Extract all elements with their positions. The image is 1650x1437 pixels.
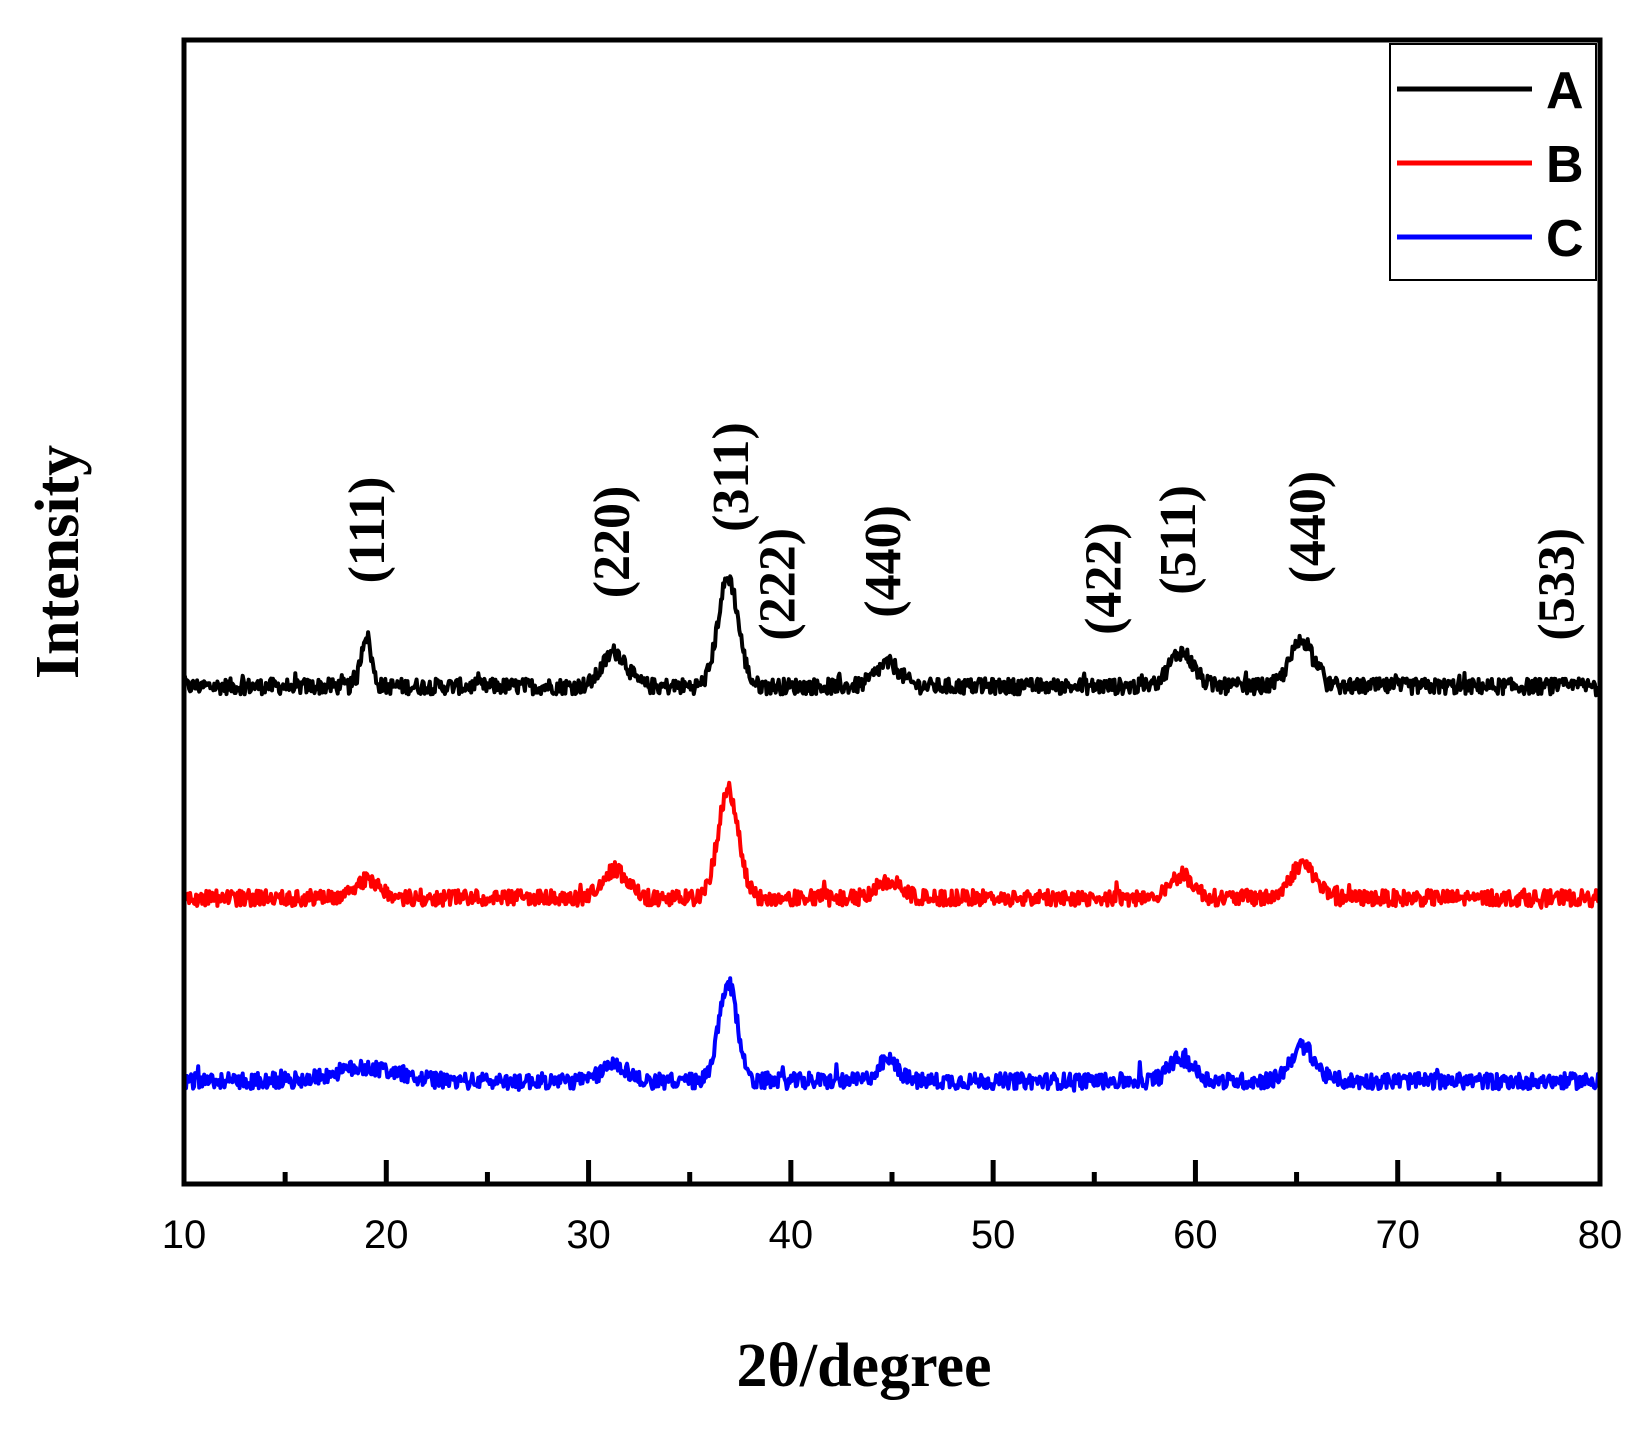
series-c-line (183, 976, 1602, 1093)
legend-label-b: B (1546, 136, 1584, 194)
x-tick-label: 70 (1375, 1213, 1420, 1257)
y-axis-title: Intensity (24, 445, 92, 679)
legend-label-c: C (1546, 210, 1584, 268)
peak-label: (222) (750, 528, 807, 641)
x-tick-label: 80 (1578, 1213, 1623, 1257)
x-tick-label: 20 (364, 1213, 409, 1257)
series-layer (182, 574, 1602, 1093)
peak-label: (511) (1150, 485, 1207, 595)
x-axis-title: 2θ/degree (736, 1332, 991, 1400)
legend-label-a: A (1546, 62, 1584, 120)
peak-annotations: (111) (220) (311)(222) (440) (422) (511) (440)… (339, 422, 1585, 640)
peak-label: (422) (1075, 522, 1132, 635)
x-tick-label: 60 (1173, 1213, 1218, 1257)
peak-label: (220) (584, 486, 641, 599)
x-axis-ticks: 10 20 30 40 50 60 70 80 (162, 1160, 1623, 1257)
x-tick-label: 30 (566, 1213, 611, 1257)
peak-label: (533) (1529, 528, 1586, 641)
series-a-line (182, 574, 1602, 698)
x-tick-label: 40 (769, 1213, 814, 1257)
peak-label: (440) (855, 505, 912, 618)
legend: ABC (1389, 43, 1597, 281)
x-tick-label: 50 (971, 1213, 1016, 1257)
series-b-line (182, 780, 1602, 910)
peak-label: (111) (339, 476, 396, 583)
x-tick-label: 10 (162, 1213, 207, 1257)
peak-label: (440) (1280, 471, 1337, 584)
peak-label: (311) (703, 422, 760, 532)
